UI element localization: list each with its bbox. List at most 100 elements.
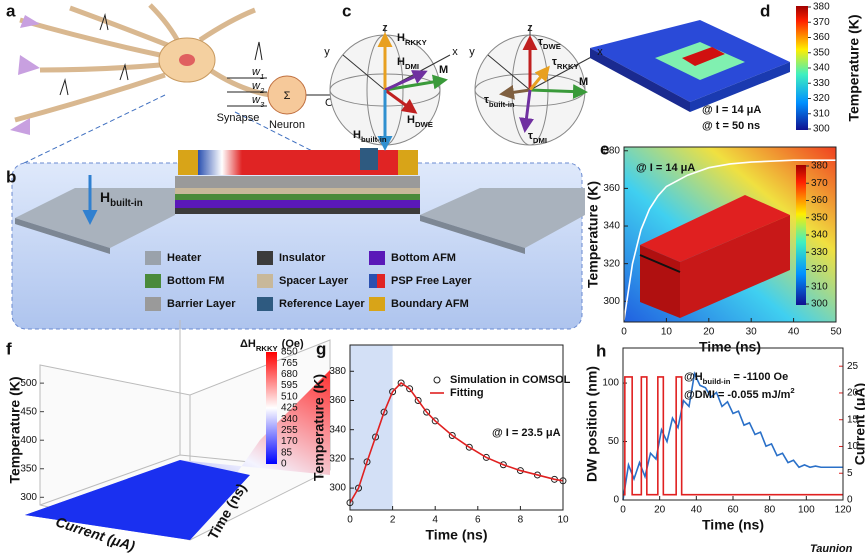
vector-label: τDWE <box>538 36 561 51</box>
vector <box>384 74 448 92</box>
colorbar-tick-label: 320 <box>811 264 828 275</box>
text-part: ΔH <box>240 338 256 350</box>
vector-label: τbuilt-in <box>484 94 515 109</box>
legend-swatch <box>257 297 273 311</box>
text-part: w <box>252 94 261 106</box>
panel-label: g <box>316 339 326 358</box>
y2-tick-label: 0 <box>847 495 853 506</box>
data-line <box>622 371 843 501</box>
watermark: Taunion <box>810 543 853 555</box>
colorbar-tick-label: 370 <box>813 17 830 28</box>
vector-label: HDMI <box>397 56 419 71</box>
vector <box>384 88 418 114</box>
text-part: DWE <box>415 120 433 129</box>
colorbar-label: Temperature (K) <box>846 14 862 121</box>
x-tick-label: 40 <box>691 505 703 516</box>
plot-frame <box>349 344 564 511</box>
y-tick-label: 360 <box>329 395 346 406</box>
axis-letter: y <box>324 46 330 58</box>
colorbar-tick-label: 85 <box>281 447 293 458</box>
data-point <box>363 458 371 466</box>
data-point <box>414 396 422 404</box>
x-axis-label: Time (ns) <box>699 339 761 355</box>
panel-label: f <box>6 339 12 358</box>
panel-label: h <box>596 341 606 360</box>
x-tick-label: 60 <box>727 505 739 516</box>
weight-label: w2 <box>252 80 265 95</box>
x-tick-label: 0 <box>621 327 627 338</box>
colorbar-tick-label: 510 <box>281 391 298 402</box>
y2-tick-label: 15 <box>847 414 859 425</box>
y-axis-label: Temperature (K) <box>311 374 327 481</box>
colorbar-tick-label: 310 <box>813 108 830 119</box>
surface-3d <box>25 320 331 541</box>
data-point <box>380 408 388 416</box>
annotation: @ I = 14 μA <box>636 162 695 174</box>
text-part: w <box>252 66 261 78</box>
device-drawing <box>15 148 585 254</box>
colorbar-tick-label: 340 <box>811 230 828 241</box>
shaded-region <box>350 345 393 510</box>
legend-label: Heater <box>167 252 202 264</box>
text-part: built-in <box>110 198 143 209</box>
text-part: 2 <box>790 386 794 395</box>
plot-frame <box>622 347 844 501</box>
text-part: (Oe) <box>282 338 304 350</box>
legend-label: Reference Layer <box>279 298 365 310</box>
y-tick-label: 50 <box>608 436 620 447</box>
legend-swatch <box>369 297 385 311</box>
x-tick-label: 80 <box>764 505 776 516</box>
x-tick-label: 100 <box>798 505 815 516</box>
colorbar-tick-label: 380 <box>811 161 828 172</box>
data-point <box>406 385 414 393</box>
text-part: DMI <box>405 62 419 71</box>
vector <box>528 65 550 91</box>
z-tick-label: 350 <box>20 463 37 474</box>
vector <box>529 84 588 100</box>
colorbar-tick-label: 380 <box>813 2 830 13</box>
synapse-label: Synapse <box>217 112 260 124</box>
colorbar-tick-label: 360 <box>811 195 828 206</box>
colorbar <box>266 352 277 464</box>
z-tick-label: 450 <box>20 406 37 417</box>
y2-tick-label: 5 <box>847 468 853 479</box>
legend-swatch <box>145 251 161 265</box>
y-tick-label: 360 <box>603 183 620 194</box>
x-tick-label: 30 <box>746 327 758 338</box>
vector-label: HRKKY <box>397 32 427 47</box>
y-tick-label: 320 <box>603 258 620 269</box>
text-part: 1 <box>260 72 264 81</box>
x-tick-label: 20 <box>703 327 715 338</box>
x-tick-label: 50 <box>830 327 842 338</box>
y2-tick-label: 25 <box>847 361 859 372</box>
legend-label: Fitting <box>450 387 484 399</box>
x-axis-label: Time (ns) <box>702 517 764 533</box>
x-tick-label: 20 <box>654 505 666 516</box>
colorbar-tick-label: 360 <box>813 32 830 43</box>
y-tick-label: 300 <box>329 483 346 494</box>
weight-label: w3 <box>252 94 265 109</box>
axis-letter: x <box>452 46 458 58</box>
text-part: H <box>407 114 415 126</box>
text-part: DWE <box>543 42 561 51</box>
text-part: = -1100 Oe <box>730 371 788 383</box>
heater-3d <box>590 20 790 112</box>
text-part: RKKY <box>405 38 427 47</box>
vector-label: M <box>439 64 448 76</box>
y-tick-label: 300 <box>603 296 620 307</box>
z-tick-label: 400 <box>20 435 37 446</box>
y-tick-label: 0 <box>613 495 619 506</box>
x-tick-label: 40 <box>788 327 800 338</box>
legend-swatch <box>369 274 377 288</box>
z-tick-label: 500 <box>20 378 37 389</box>
annotation: @ I = 14 μA <box>702 104 761 116</box>
vector-label: τDMI <box>528 130 547 145</box>
colorbar <box>796 6 808 130</box>
colorbar-tick-label: 370 <box>811 178 828 189</box>
colorbar-tick-label: 300 <box>811 299 828 310</box>
annotation: @Hbuild-in = -1100 Oe <box>684 371 788 386</box>
text-part: H <box>100 189 110 205</box>
colorbar-tick-label: 680 <box>281 369 298 380</box>
text-part: RKKY <box>256 344 278 353</box>
